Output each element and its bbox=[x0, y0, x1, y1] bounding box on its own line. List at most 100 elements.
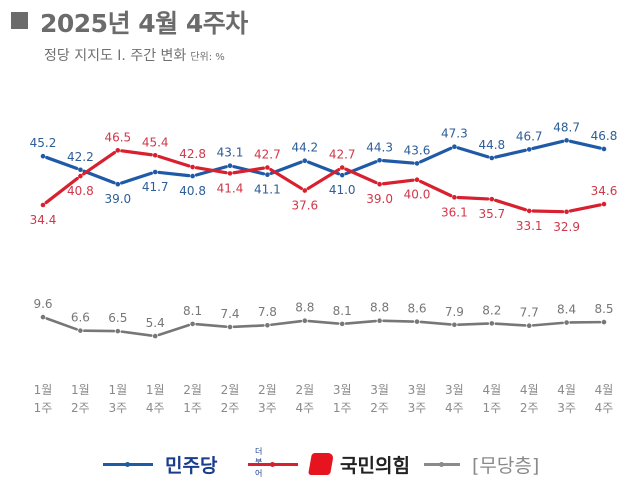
series-0-point bbox=[601, 146, 607, 152]
series-1-data-label: 42.7 bbox=[254, 147, 281, 161]
series-2-data-label: 8.4 bbox=[557, 303, 576, 317]
x-tick-week: 4주 bbox=[595, 401, 614, 415]
series-0-data-label: 46.8 bbox=[591, 129, 618, 143]
series-2-data-label: 8.2 bbox=[482, 303, 501, 317]
series-1-point bbox=[227, 171, 233, 176]
x-tick-month: 4월 bbox=[557, 383, 576, 397]
series-0-data-label: 41.0 bbox=[329, 183, 356, 197]
series-0-point bbox=[115, 181, 121, 187]
series-1-segment bbox=[419, 179, 453, 198]
series-2-point bbox=[227, 324, 233, 330]
series-0-point bbox=[227, 163, 233, 168]
x-tick-month: 3월 bbox=[370, 383, 389, 397]
series-1-segment bbox=[232, 166, 266, 175]
series-0-point bbox=[265, 172, 270, 178]
series-1-data-label: 41.4 bbox=[217, 181, 244, 195]
series-1-data-label: 32.9 bbox=[553, 220, 580, 234]
chart-title: 2025년 4월 4주차 bbox=[40, 9, 248, 38]
series-1-segment bbox=[456, 195, 490, 201]
series-2-data-label: 8.8 bbox=[295, 301, 314, 315]
series-2-segment bbox=[457, 322, 490, 326]
series-2-point bbox=[489, 321, 495, 326]
series-1-segment bbox=[344, 167, 378, 185]
x-tick-month: 3월 bbox=[445, 383, 464, 397]
series-2-data-label: 7.7 bbox=[520, 306, 539, 320]
series-2-data-label: 5.4 bbox=[146, 316, 165, 330]
series-2-point bbox=[265, 322, 270, 328]
series-0-data-label: 48.7 bbox=[553, 120, 580, 134]
series-0-segment bbox=[568, 139, 602, 150]
series-0-point bbox=[564, 138, 569, 143]
subtitle-text: 정당 지지도 Ⅰ. 주간 변화 bbox=[44, 48, 187, 64]
series-0-data-label: 41.7 bbox=[142, 180, 169, 194]
ppp-logo-icon bbox=[308, 453, 334, 475]
series-1-point bbox=[601, 201, 607, 207]
series-2-segment bbox=[494, 322, 527, 327]
unit-label: 단위: % bbox=[190, 52, 225, 63]
x-tick-month: 4월 bbox=[482, 383, 501, 397]
series-2-point bbox=[115, 328, 121, 334]
x-tick-week: 1주 bbox=[482, 401, 501, 415]
series-1-data-label: 45.4 bbox=[142, 135, 169, 149]
series-0-segment bbox=[456, 146, 490, 159]
series-0-point bbox=[152, 169, 158, 175]
series-1-data-label: 37.6 bbox=[291, 199, 318, 213]
series-2-segment bbox=[45, 317, 78, 331]
legend-item-ppp: 국민의힘 bbox=[248, 446, 410, 482]
series-0-data-label: 44.2 bbox=[291, 141, 318, 155]
series-0-segment bbox=[157, 170, 191, 178]
series-2-segment bbox=[419, 320, 452, 326]
series-2-segment bbox=[270, 319, 303, 327]
series-1-segment bbox=[194, 166, 228, 175]
series-1-data-label: 42.7 bbox=[329, 147, 356, 161]
legend-line-gray bbox=[424, 461, 460, 467]
series-2-data-label: 8.1 bbox=[333, 304, 352, 318]
legend-line-blue bbox=[103, 461, 153, 467]
x-tick-month: 1월 bbox=[108, 383, 127, 397]
series-0-data-label: 44.3 bbox=[366, 140, 393, 154]
series-1-point bbox=[564, 209, 569, 215]
series-2-data-label: 6.5 bbox=[108, 311, 127, 325]
series-1-segment bbox=[494, 198, 527, 212]
x-tick-month: 1월 bbox=[34, 383, 53, 397]
series-2-point bbox=[339, 321, 345, 327]
series-1-data-label: 40.0 bbox=[404, 188, 431, 202]
x-tick-month: 4월 bbox=[595, 383, 614, 397]
x-tick-week: 2주 bbox=[221, 401, 240, 415]
series-1-point bbox=[339, 165, 345, 170]
series-1-data-label: 40.8 bbox=[67, 184, 94, 198]
legend-line-red bbox=[248, 461, 298, 467]
series-1-segment bbox=[157, 154, 191, 168]
series-2-point bbox=[302, 318, 308, 324]
series-2-point bbox=[190, 321, 195, 327]
series-2-segment bbox=[531, 321, 564, 327]
series-1-segment bbox=[531, 209, 565, 214]
series-1-point bbox=[377, 181, 382, 187]
x-tick-month: 2월 bbox=[295, 383, 314, 397]
x-tick-week: 1주 bbox=[34, 401, 53, 415]
series-0-point bbox=[377, 157, 382, 163]
series-1-point bbox=[78, 173, 83, 179]
series-2-segment bbox=[195, 322, 228, 329]
series-0-data-label: 40.8 bbox=[179, 184, 206, 198]
series-2-point bbox=[601, 319, 607, 325]
series-2-point bbox=[40, 314, 46, 320]
series-0-point bbox=[489, 155, 495, 161]
chart-subtitle: 정당 지지도 Ⅰ. 주간 변화 단위: % bbox=[44, 45, 225, 65]
x-tick-week: 2주 bbox=[71, 401, 90, 415]
series-0-segment bbox=[531, 139, 565, 151]
series-0-data-label: 45.2 bbox=[30, 136, 57, 150]
series-2-data-label: 8.1 bbox=[183, 304, 202, 318]
series-0-point bbox=[452, 144, 457, 150]
series-1-segment bbox=[82, 150, 117, 176]
x-tick-week: 2주 bbox=[520, 401, 539, 415]
x-tick-week: 3주 bbox=[108, 401, 127, 415]
series-2-point bbox=[564, 320, 569, 325]
x-tick-week: 3주 bbox=[258, 401, 277, 415]
series-0-data-label: 47.3 bbox=[441, 127, 468, 141]
series-0-data-label: 42.2 bbox=[67, 150, 94, 164]
series-0-point bbox=[40, 153, 46, 159]
x-tick-month: 2월 bbox=[183, 383, 202, 397]
series-2-segment bbox=[120, 330, 153, 337]
legend-label-independent: [무당층] bbox=[472, 454, 540, 477]
